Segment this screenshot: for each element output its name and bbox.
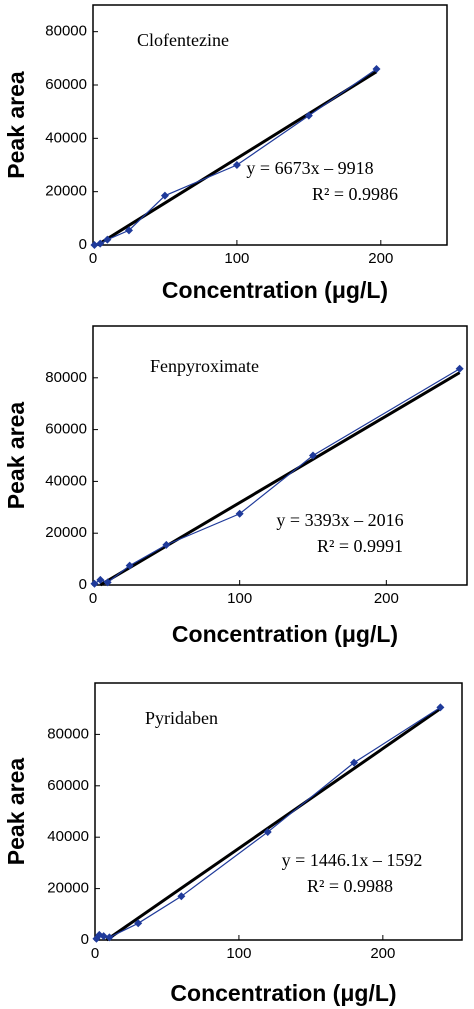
plot-frame	[94, 682, 463, 941]
x-tick-label: 200	[368, 250, 393, 267]
data-point	[103, 235, 112, 244]
y-axis-label: Peak area	[3, 402, 29, 510]
y-tick-label: 0	[79, 576, 87, 593]
data-point	[177, 892, 186, 901]
data-point	[372, 65, 381, 73]
y-tick-label: 80000	[47, 725, 89, 742]
x-tick-label: 200	[370, 945, 395, 962]
y-tick-label: 60000	[45, 76, 87, 93]
data-point	[124, 226, 133, 235]
data-point	[90, 241, 99, 249]
annotation: R² = 0.9988	[307, 876, 393, 896]
plot-frame	[92, 325, 468, 586]
data-point	[103, 578, 112, 587]
annotation: y = 6673x – 9918	[246, 158, 373, 178]
data-point	[436, 703, 445, 712]
chart-title: Fenpyroximate	[150, 356, 259, 376]
data-point	[105, 933, 114, 942]
annotation: y = 3393x – 2016	[276, 510, 403, 530]
x-tick-label: 0	[89, 590, 97, 607]
x-tick-label: 100	[227, 590, 252, 607]
y-tick-label: 40000	[45, 472, 87, 489]
data-point	[455, 364, 464, 373]
x-axis-label: Concentration (μg/L)	[170, 980, 396, 1006]
chart-title: Clofentezine	[137, 30, 229, 50]
data-line	[95, 706, 441, 940]
fit-line	[105, 707, 442, 942]
data-point	[232, 161, 241, 169]
y-tick-label: 80000	[45, 369, 87, 386]
data-point	[350, 758, 359, 767]
data-point	[96, 239, 105, 248]
data-line	[94, 68, 377, 246]
data-point	[90, 579, 99, 588]
data-point	[160, 191, 169, 200]
x-tick-label: 100	[226, 945, 251, 962]
data-line	[94, 368, 460, 585]
y-tick-label: 20000	[45, 524, 87, 541]
fit-line	[99, 371, 461, 587]
y-tick-label: 20000	[47, 880, 89, 897]
data-point	[134, 919, 143, 928]
x-axis-label: Concentration (μg/L)	[172, 621, 398, 647]
y-tick-label: 40000	[45, 129, 87, 146]
y-tick-label: 0	[81, 931, 89, 948]
annotation: R² = 0.9991	[317, 536, 403, 556]
y-tick-label: 40000	[47, 828, 89, 845]
data-point	[263, 828, 272, 837]
y-axis-label: Peak area	[3, 71, 29, 179]
chart-title: Pyridaben	[145, 708, 218, 728]
x-tick-label: 200	[374, 590, 399, 607]
x-axis-label: Concentration (μg/L)	[162, 277, 388, 303]
plot-frame	[92, 4, 448, 246]
data-point	[235, 509, 244, 518]
y-axis-label: Peak area	[3, 758, 29, 866]
x-tick-label: 0	[91, 945, 99, 962]
annotation: R² = 0.9986	[312, 184, 398, 204]
data-point	[304, 111, 313, 120]
annotation: y = 1446.1x – 1592	[282, 850, 423, 870]
y-tick-label: 0	[79, 236, 87, 253]
y-tick-label: 60000	[45, 421, 87, 438]
y-tick-label: 80000	[45, 23, 87, 40]
data-point	[309, 451, 317, 460]
y-tick-label: 20000	[45, 183, 87, 200]
data-point	[99, 932, 108, 941]
data-point	[125, 561, 134, 570]
y-tick-label: 60000	[47, 777, 89, 794]
data-point	[162, 540, 171, 549]
x-tick-label: 100	[224, 250, 249, 267]
x-tick-label: 0	[89, 250, 97, 267]
data-point	[96, 575, 105, 584]
